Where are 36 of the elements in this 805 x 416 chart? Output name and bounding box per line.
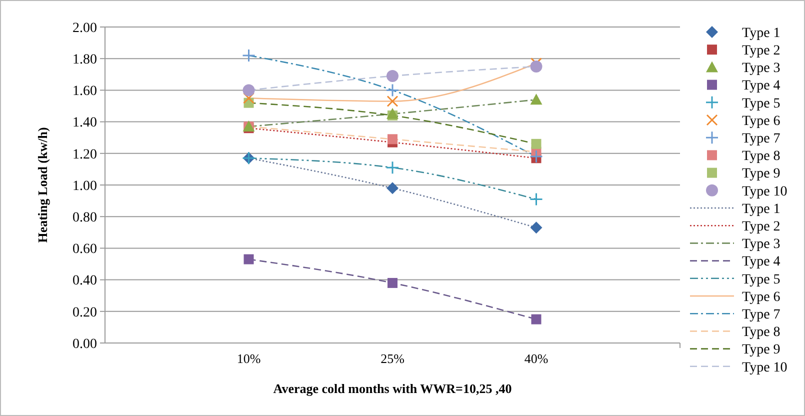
legend-label: Type 8 [742,149,780,164]
legend-label: Type 5 [742,272,780,288]
legend-label: Type 3 [742,237,780,252]
legend-label: Type 2 [742,44,780,58]
y-tick-label: 0.60 [72,242,97,258]
legend-label: Type 7 [742,308,780,322]
y-tick-label: 1.40 [72,116,97,131]
y-axis-title: Heating Load (kw/h) [35,127,50,243]
legend-label: Type 8 [742,325,780,340]
x-tick-label: 25% [380,351,405,366]
y-tick-label: 1.20 [72,147,97,162]
y-tick-label: 1.00 [72,178,97,194]
legend-label: Type 6 [742,114,780,129]
y-tick-label: 0.80 [72,210,97,226]
legend-label: Type 1 [742,26,780,41]
legend-label: Type 4 [742,254,780,270]
legend-label: Type 5 [742,96,780,112]
x-tick-label: 40% [524,351,548,366]
legend-label: Type 1 [742,202,780,217]
legend-label: Type 4 [742,78,780,94]
y-tick-label: 1.80 [72,52,97,68]
legend-label: Type 7 [742,132,780,146]
legend-label: Type 2 [742,220,780,234]
y-tick-label: 0.20 [72,305,97,320]
y-tick-label: 0.40 [72,274,97,289]
y-tick-label: 0.00 [72,336,97,352]
legend-label: Type 10 [742,360,788,376]
y-tick-label: 2.00 [72,20,97,36]
legend-label: Type 3 [742,61,780,76]
legend-label: Type 10 [742,184,788,200]
legend-label: Type 9 [742,166,780,182]
legend-label: Type 9 [742,342,780,358]
legend-label: Type 6 [742,290,780,305]
x-axis-title: Average cold months with WWR=10,25 ,40 [273,381,512,396]
x-tick-label: 10% [236,351,261,366]
y-tick-label: 1.60 [72,84,97,100]
